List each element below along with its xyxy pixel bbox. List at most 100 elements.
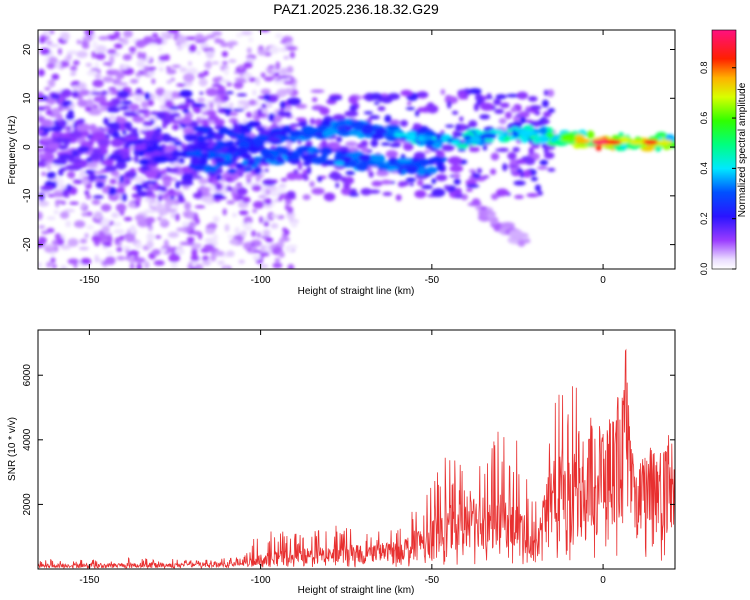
heatmap-cell [459,116,464,122]
heatmap-cell [202,119,209,127]
heatmap-noise-cell [113,30,121,39]
heatmap-noise-cell [158,67,164,72]
heatmap-cell [380,179,392,185]
heatmap-cell [303,176,309,181]
heatmap-cell [309,117,315,125]
heatmap-noise-cell [100,203,112,212]
heatmap-noise-cell [280,177,288,182]
heatmap-noise-cell [265,237,274,243]
heatmap-cell [124,121,133,130]
heatmap-noise-cell [246,247,253,252]
heatmap-cell [310,89,325,93]
heatmap-cell [361,146,369,153]
heatmap-noise-cell [143,65,149,74]
heatmap-noise-cell [176,83,187,87]
heatmap-ridge-cell [480,132,497,139]
heatmap-cell [344,110,359,117]
heatmap-noise-cell [46,62,56,70]
heatmap-cell [168,106,181,110]
heatmap-cell [179,89,193,98]
heatmap-ridge-cell [500,221,515,230]
heatmap-noise-cell [50,257,56,264]
heatmap-cell [38,106,46,111]
heatmap-cell [205,87,219,97]
heatmap-noise-cell [285,46,298,51]
heatmap-ridge-cell [322,129,335,138]
y-tick-label: 6000 [22,364,33,387]
heatmap-noise-cell [226,250,235,258]
heatmap-cell [524,157,536,166]
heatmap-cell [514,194,524,199]
heatmap-cell [225,186,234,192]
heatmap-ridge-cell [146,138,162,144]
heatmap-ridge-cell [425,166,438,175]
heatmap-noise-cell [251,89,257,96]
heatmap-cell [132,186,137,190]
y-tick-label: 2000 [22,493,33,516]
heatmap-noise-cell [104,232,113,236]
heatmap-noise-cell [268,185,277,192]
heatmap-cell [414,92,429,97]
heatmap-ridge-cell [312,148,320,154]
x-tick-label: -150 [79,575,99,586]
heatmap-cell [542,111,552,118]
heatmap-cell [328,96,343,101]
heatmap-cell [472,173,481,179]
heatmap-noise-cell [81,178,90,186]
heatmap-noise-cell [98,35,110,41]
heatmap-noise-cell [163,239,169,249]
heatmap-ridge-cell [100,160,114,166]
heatmap-noise-cell [229,239,239,245]
heatmap-noise-cell [202,260,212,266]
heatmap-cell [109,178,117,185]
heatmap-cell [515,158,528,165]
heatmap-noise-cell [117,85,122,91]
heatmap-noise-cell [93,211,103,220]
heatmap-cell [178,157,185,164]
heatmap-noise-cell [76,39,82,45]
heatmap-noise-cell [171,64,182,68]
heatmap-noise-cell [243,72,253,80]
heatmap-ridge-cell [509,229,523,238]
heatmap-ridge-cell [246,160,256,166]
heatmap-noise-cell [76,50,88,59]
y-tick-label: -20 [22,237,33,252]
heatmap-ridge-cell [487,212,495,219]
heatmap-noise-cell [128,250,140,256]
heatmap-noise-cell [205,49,215,59]
heatmap-ridge-cell [151,151,163,156]
heatmap-ridge-cell [477,210,489,216]
heatmap-noise-cell [80,169,85,177]
heatmap-noise-cell [251,230,256,238]
heatmap-noise-cell [232,212,237,218]
heatmap-noise-cell [88,110,101,116]
heatmap-ridge-cell [161,135,174,143]
heatmap-cell [58,168,64,177]
heatmap-cell [320,139,328,149]
heatmap-ridge-cell [386,124,400,131]
heatmap-cell [196,189,203,198]
heatmap-noise-cell [201,255,209,262]
heatmap-noise-cell [199,115,206,119]
heatmap-noise-cell [203,243,215,251]
heatmap-noise-cell [100,218,110,226]
heatmap-cell [132,116,145,123]
heatmap-cell [416,179,424,187]
heatmap-cell [211,180,219,186]
heatmap-noise-cell [78,246,89,251]
heatmap-noise-cell [38,211,43,221]
heatmap-noise-cell [86,70,99,76]
heatmap-cell [465,188,473,192]
heatmap-ridge-cell [303,127,315,135]
heatmap-cell [468,120,478,128]
heatmap-cell [384,114,392,123]
heatmap-noise-cell [289,51,296,59]
heatmap-noise-cell [135,72,142,77]
heatmap-noise-cell [179,67,188,73]
heatmap-noise-cell [245,111,252,119]
heatmap-cell [373,101,380,105]
heatmap-cell [106,122,121,129]
heatmap-cell [541,99,549,108]
heatmap-ridge-cell [358,154,371,162]
heatmap-noise-cell [212,215,220,223]
